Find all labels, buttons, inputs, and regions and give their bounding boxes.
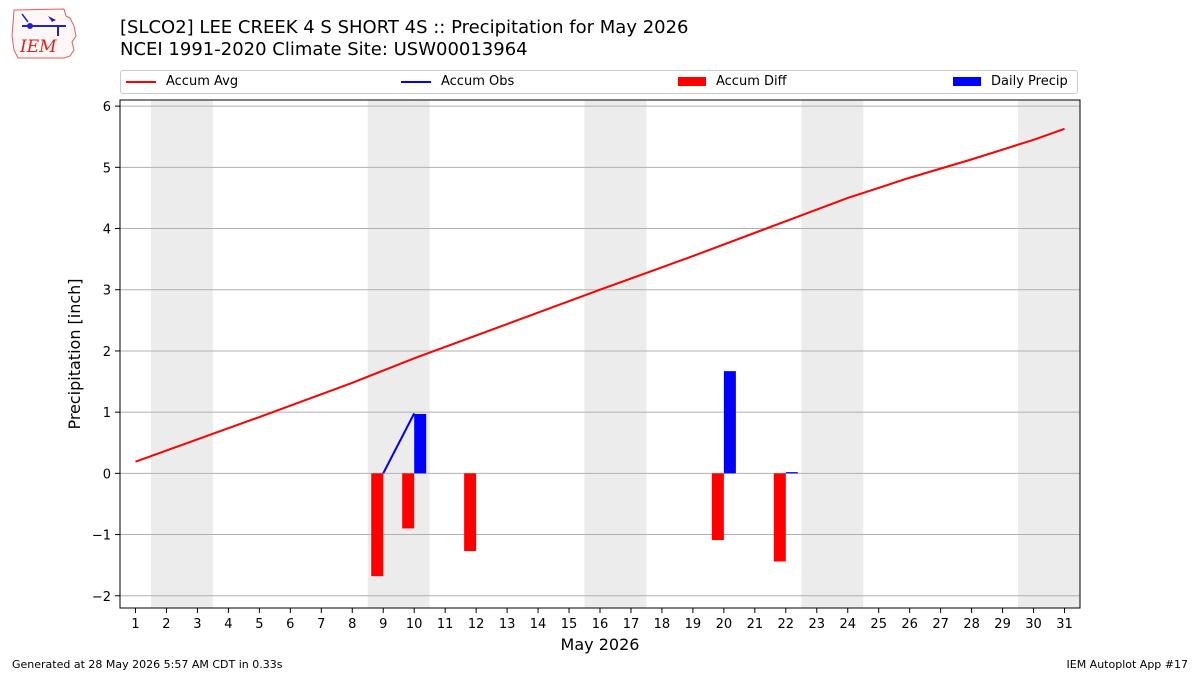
x-tick-label: 27: [932, 617, 949, 632]
legend: Accum Avg Accum Obs Accum Diff Daily Pre…: [120, 70, 1078, 94]
accum-diff-bar: [402, 473, 415, 529]
x-tick-label: 23: [809, 617, 826, 632]
y-tick-label: 2: [103, 345, 111, 360]
accum-obs-line: [382, 412, 416, 474]
x-tick-label: 10: [406, 617, 423, 632]
x-tick-label: 20: [716, 617, 733, 632]
title-line-1: [SLCO2] LEE CREEK 4 S SHORT 4S :: Precip…: [120, 17, 689, 38]
footer-app: IEM Autoplot App #17: [1066, 658, 1189, 671]
legend-item-accum-obs: Accum Obs: [401, 74, 514, 90]
x-tick-label: 29: [994, 617, 1011, 632]
daily-precip-bar: [723, 371, 736, 474]
x-tick-label: 2: [162, 617, 170, 632]
weekend-shade: [801, 100, 864, 608]
legend-swatch-accum-avg: [126, 80, 156, 83]
accum-diff-bar: [711, 473, 724, 541]
y-tick-label: 5: [103, 161, 111, 176]
x-tick-label: 6: [286, 617, 294, 632]
accum-diff-bar: [371, 473, 384, 577]
legend-item-accum-avg: Accum Avg: [126, 74, 238, 90]
x-tick-label: 9: [379, 617, 387, 632]
y-tick-label: 1: [103, 406, 111, 421]
x-tick-label: 30: [1025, 617, 1042, 632]
footer-generated: Generated at 28 May 2026 5:57 AM CDT in …: [12, 658, 283, 671]
accum-diff-bar: [773, 473, 786, 562]
x-tick-label: 1: [131, 617, 139, 632]
x-axis-label: May 2026: [561, 635, 640, 654]
legend-label: Accum Avg: [166, 74, 239, 89]
x-tick-label: 5: [255, 617, 263, 632]
legend-label: Accum Obs: [441, 74, 515, 89]
x-tick-label: 7: [317, 617, 325, 632]
legend-swatch-accum-diff: [678, 77, 706, 86]
x-tick-label: 22: [778, 617, 795, 632]
plot-frame: [119, 99, 1081, 609]
weekend-shade: [584, 100, 647, 608]
y-tick-label: −2: [92, 590, 111, 605]
x-tick-label: 13: [499, 617, 516, 632]
x-tick-label: 28: [963, 617, 980, 632]
x-tick-label: 16: [592, 617, 609, 632]
legend-label: Daily Precip: [991, 74, 1068, 89]
x-tick-label: 3: [193, 617, 201, 632]
accum-avg-line: [135, 127, 1065, 463]
x-tick-label: 12: [468, 617, 485, 632]
x-tick-label: 14: [530, 617, 547, 632]
weekend-shade: [150, 100, 213, 608]
legend-swatch-accum-obs: [401, 80, 431, 83]
x-tick-label: 31: [1056, 617, 1073, 632]
accum-diff-bar: [464, 473, 477, 552]
x-tick-label: 4: [224, 617, 232, 632]
iem-logo: IEM: [8, 6, 80, 60]
title-line-2: NCEI 1991-2020 Climate Site: USW00013964: [120, 39, 528, 60]
x-tick-label: 18: [654, 617, 671, 632]
logo-text: IEM: [19, 37, 57, 57]
legend-label: Accum Diff: [716, 74, 787, 89]
y-tick-label: 3: [103, 284, 111, 299]
x-tick-label: 21: [747, 617, 764, 632]
x-tick-label: 11: [437, 617, 454, 632]
y-tick-label: 0: [103, 467, 111, 482]
legend-item-accum-diff: Accum Diff: [678, 74, 787, 90]
legend-swatch-daily-precip: [953, 77, 981, 86]
x-tick-label: 25: [870, 617, 887, 632]
legend-item-daily-precip: Daily Precip: [953, 74, 1068, 90]
daily-precip-bar: [414, 413, 427, 474]
y-tick-label: 4: [103, 223, 111, 238]
chart-title: [SLCO2] LEE CREEK 4 S SHORT 4S :: Precip…: [120, 17, 689, 61]
x-tick-label: 8: [348, 617, 356, 632]
y-tick-label: −1: [92, 529, 111, 544]
y-axis-label: Precipitation [inch]: [65, 278, 84, 429]
x-tick-label: 26: [901, 617, 918, 632]
weekend-shade: [1018, 100, 1080, 608]
x-tick-label: 24: [839, 617, 856, 632]
x-tick-label: 15: [561, 617, 578, 632]
daily-precip-bar: [785, 472, 798, 474]
y-tick-label: 6: [103, 100, 111, 115]
x-tick-label: 19: [685, 617, 702, 632]
x-tick-label: 17: [623, 617, 640, 632]
